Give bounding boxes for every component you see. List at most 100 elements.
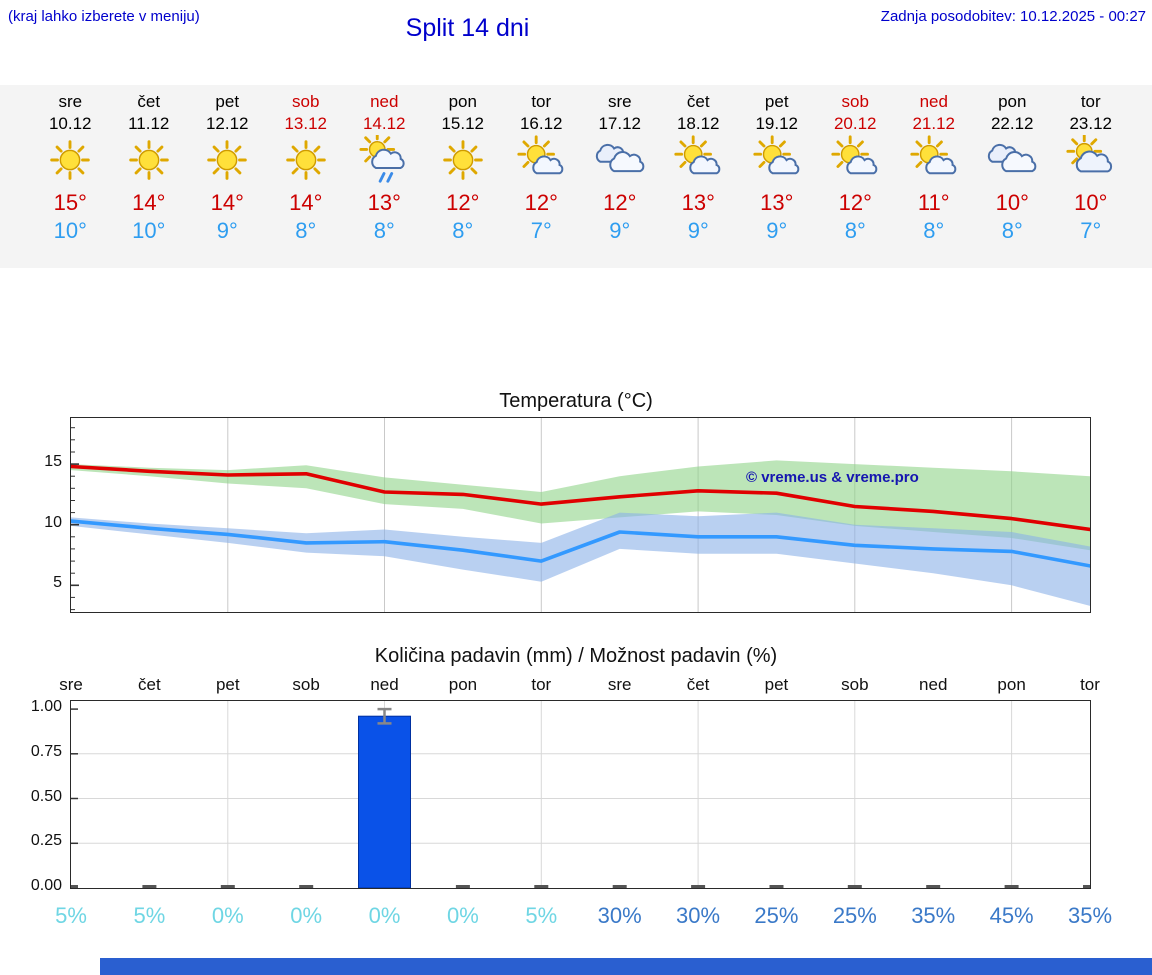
zero-mark <box>926 885 941 888</box>
forecast-day-18.12: čet 18.12 13° 9° <box>659 85 738 268</box>
day-name: pet <box>764 92 789 111</box>
precip-probability: 35% <box>1067 903 1113 928</box>
last-update-text: Zadnja posodobitev: 10.12.2025 - 00:27 <box>880 8 1146 25</box>
day-name: čet <box>686 92 710 111</box>
day-date: 18.12 <box>676 114 720 133</box>
day-date: 23.12 <box>1069 114 1113 133</box>
partly-weather-icon <box>502 135 581 185</box>
precip-day-label: pon <box>448 675 478 694</box>
day-date: 13.12 <box>284 114 328 133</box>
precip-probability: 25% <box>832 903 877 928</box>
menu-hint-text: (kraj lahko izberete v meniju) <box>8 8 200 25</box>
precip-probability: 45% <box>989 903 1034 928</box>
temperature-plot: © vreme.us & vreme.pro <box>69 417 1092 613</box>
precip-day-label: tor <box>531 675 552 694</box>
day-date: 19.12 <box>755 114 799 133</box>
zero-mark <box>455 885 470 888</box>
day-min-temp: 8° <box>1001 218 1023 243</box>
precip-probability: 0% <box>211 903 244 928</box>
day-min-temp: 7° <box>1080 218 1102 243</box>
day-name: čet <box>137 92 161 111</box>
day-min-temp: 8° <box>923 218 945 243</box>
temp-ytick-10: 10 <box>44 513 62 531</box>
day-min-temp: 10° <box>53 218 87 243</box>
precip-probability: 35% <box>911 903 956 928</box>
day-name: tor <box>531 92 552 111</box>
precip-probability: 30% <box>676 903 721 928</box>
forecast-day-23.12: tor 23.12 10° 7° <box>1052 85 1131 268</box>
temperature-chart-canvas <box>69 418 1092 612</box>
precip-bar <box>358 715 411 889</box>
precip-day-label: čet <box>138 675 161 694</box>
precip-day-label: sob <box>841 675 869 694</box>
partly-weather-icon <box>659 135 738 185</box>
day-max-temp: 13° <box>681 190 715 215</box>
day-name: pon <box>998 92 1027 111</box>
precip-day-label: čet <box>686 675 710 694</box>
precip-probability: 30% <box>597 903 642 928</box>
zero-mark <box>769 885 784 888</box>
zero-mark <box>612 885 627 888</box>
forecast-day-16.12: tor 16.12 12° 7° <box>502 85 581 268</box>
zero-mark <box>142 885 157 888</box>
shower-weather-icon <box>345 135 424 185</box>
precip-day-label: ned <box>370 675 399 694</box>
day-max-temp: 13° <box>367 190 401 215</box>
forecast-strip: sre 10.12 15° 10° čet 11.12 14° 10° pet 12.12 14° 9… <box>0 85 1152 268</box>
day-date: 21.12 <box>912 114 956 133</box>
precip-day-label: pet <box>215 675 240 694</box>
sunny-weather-icon <box>424 135 503 185</box>
day-max-temp: 14° <box>210 190 244 215</box>
precip-day-label: ned <box>919 675 948 694</box>
day-max-temp: 12° <box>838 190 872 215</box>
precipitation-plot <box>64 700 1097 889</box>
precip-probability: 25% <box>754 903 799 928</box>
day-date: 12.12 <box>205 114 249 133</box>
forecast-day-17.12: sre 17.12 12° 9° <box>581 85 660 268</box>
day-name: sob <box>292 92 320 111</box>
precip-ytick-0.50: 0.50 <box>30 787 62 805</box>
sunny-weather-icon <box>31 135 110 185</box>
partly-weather-icon <box>895 135 974 185</box>
partly-weather-icon <box>738 135 817 185</box>
precip-day-label: pet <box>764 675 789 694</box>
precip-probability: 0% <box>290 903 323 928</box>
precip-day-label: sre <box>59 675 83 694</box>
day-max-temp: 11° <box>917 190 950 215</box>
day-name: sre <box>58 92 83 111</box>
forecast-day-22.12: pon 22.12 10° 8° <box>973 85 1052 268</box>
precip-probability: 5% <box>133 903 166 928</box>
precip-ytick-0.25: 0.25 <box>30 832 62 850</box>
day-min-temp: 10° <box>132 218 166 243</box>
forecast-day-12.12: pet 12.12 14° 9° <box>188 85 267 268</box>
max-range-band <box>71 460 1090 551</box>
day-name: ned <box>919 92 948 111</box>
sunny-weather-icon <box>267 135 346 185</box>
forecast-day-13.12: sob 13.12 14° 8° <box>267 85 346 268</box>
forecast-day-14.12: ned 14.12 13° 8° <box>345 85 424 268</box>
day-max-temp: 14° <box>132 190 166 215</box>
temp-ytick-15: 15 <box>44 453 62 471</box>
footer-strip <box>100 958 1152 975</box>
day-date: 11.12 <box>128 114 170 133</box>
temp-ytick-5: 5 <box>53 574 62 592</box>
sunny-weather-icon <box>110 135 189 185</box>
day-name: pon <box>448 92 477 111</box>
day-date: 15.12 <box>441 114 485 133</box>
day-max-temp: 12° <box>524 190 558 215</box>
precip-day-label: sre <box>607 675 632 694</box>
day-max-temp: 14° <box>289 190 323 215</box>
precip-chart-canvas <box>64 701 1097 889</box>
day-name: pet <box>215 92 240 111</box>
day-max-temp: 12° <box>446 190 480 215</box>
page-title: Split 14 dni <box>405 14 530 42</box>
max-temperature-line <box>69 464 1092 532</box>
precip-ytick-0.00: 0.00 <box>30 877 62 894</box>
sunny-weather-icon <box>188 135 267 185</box>
precip-day-label: tor <box>1080 675 1100 694</box>
forecast-day-10.12: sre 10.12 15° 10° <box>31 85 110 268</box>
watermark-link[interactable]: © vreme.us & vreme.pro <box>746 469 919 486</box>
day-min-temp: 8° <box>295 218 317 243</box>
cloudy-weather-icon <box>581 135 660 185</box>
